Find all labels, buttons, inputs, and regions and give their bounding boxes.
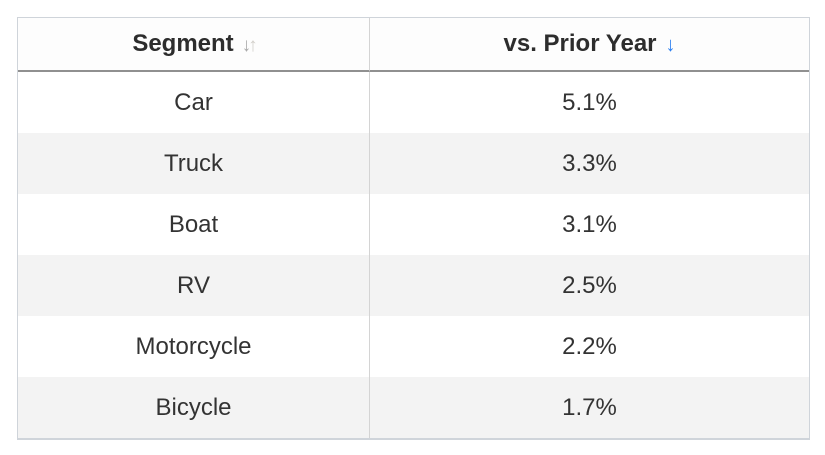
header-row: Segment ↓↑ vs. Prior Year ↓ (18, 18, 809, 72)
sort-unsorted-icon[interactable]: ↓↑ (241, 35, 258, 57)
segment-cell: Bicycle (18, 377, 370, 438)
value-cell: 2.5% (370, 255, 809, 316)
segment-cell: Car (18, 72, 370, 133)
table-row: Boat 3.1% (18, 194, 809, 255)
table-row: Car 5.1% (18, 72, 809, 133)
value-cell: 2.2% (370, 316, 809, 377)
segment-cell: Truck (18, 133, 370, 194)
segment-cell: Motorcycle (18, 316, 370, 377)
table-row: Motorcycle 2.2% (18, 316, 809, 377)
segment-cell: Boat (18, 194, 370, 255)
column-header-vs-prior-year-label: vs. Prior Year (503, 30, 657, 57)
column-header-vs-prior-year[interactable]: vs. Prior Year ↓ (370, 18, 809, 72)
segment-cell: RV (18, 255, 370, 316)
sort-down-arrow-icon: ↓ (241, 35, 251, 56)
segment-comparison-table: Segment ↓↑ vs. Prior Year ↓ Car 5.1% Truck… (17, 17, 810, 440)
value-cell: 5.1% (370, 72, 809, 133)
table-row: Truck 3.3% (18, 133, 809, 194)
value-cell: 3.1% (370, 194, 809, 255)
sort-up-arrow-icon: ↑ (248, 35, 257, 56)
value-cell: 3.3% (370, 133, 809, 194)
table-row: Bicycle 1.7% (18, 377, 809, 438)
column-header-segment[interactable]: Segment ↓↑ (18, 18, 370, 72)
table-row: RV 2.5% (18, 255, 809, 316)
value-cell: 1.7% (370, 377, 809, 438)
column-header-segment-label: Segment (132, 30, 234, 57)
sort-descending-icon[interactable]: ↓ (665, 34, 676, 56)
